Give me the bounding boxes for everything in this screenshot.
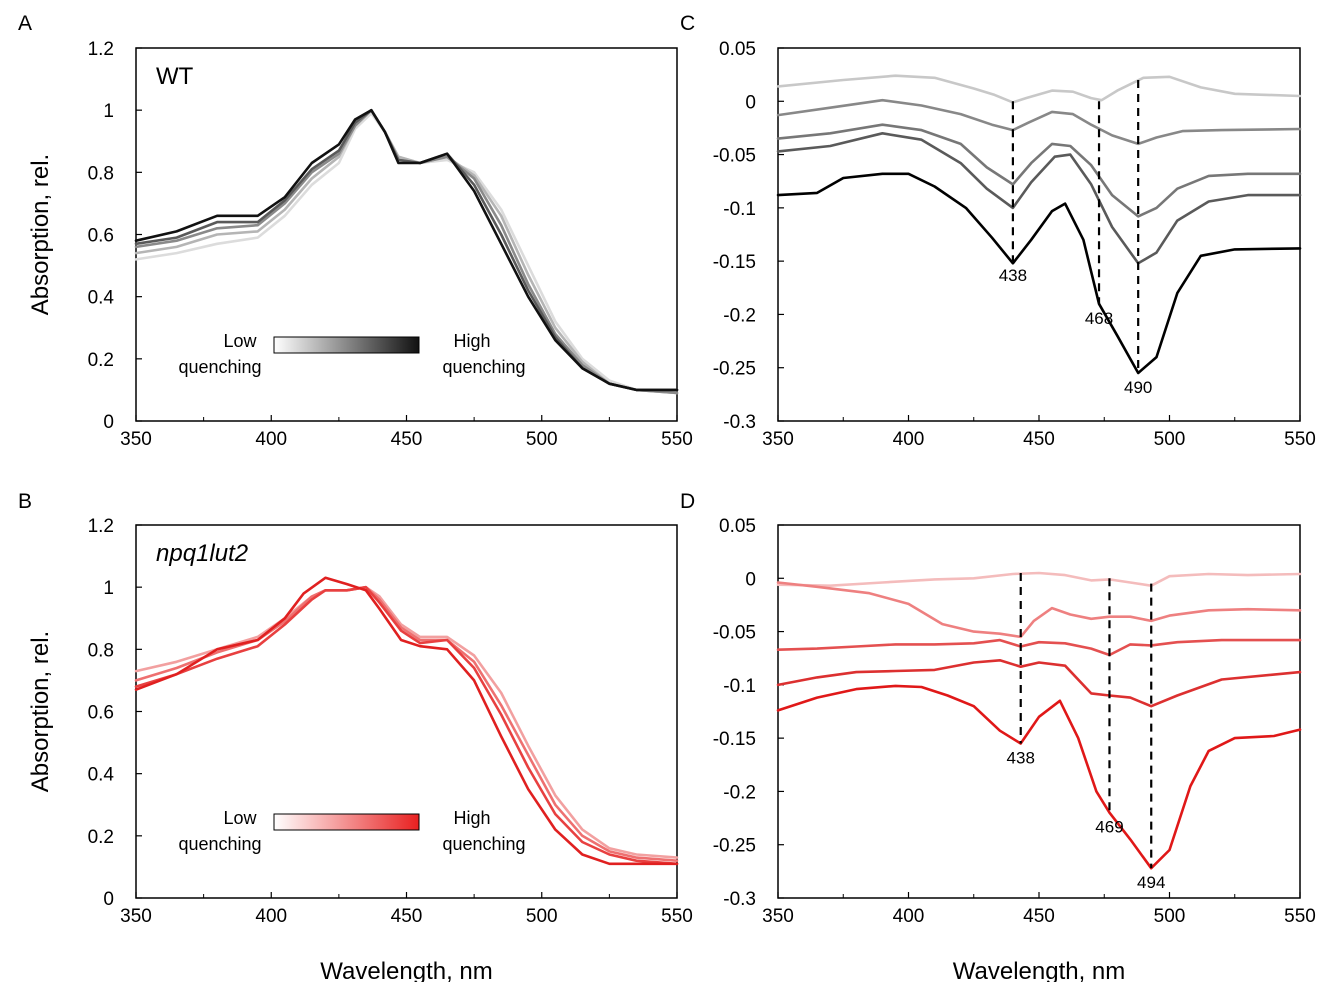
legend-low-label: Low (223, 808, 257, 828)
series-line (776, 659, 1302, 708)
y-tick-label: 0 (103, 412, 114, 433)
y-tick-label: -0.2 (723, 305, 756, 326)
legend-gradient-bar (273, 336, 420, 354)
y-tick-label: 0.4 (88, 288, 115, 309)
x-tick-label: 500 (526, 429, 558, 450)
y-tick-label: 0.6 (88, 226, 114, 247)
y-tick-label: -0.3 (723, 889, 756, 910)
y-tick-label: -0.1 (723, 676, 756, 697)
plot-frame (777, 524, 1301, 899)
x-tick-label: 400 (893, 429, 925, 450)
peak-label: 468 (1085, 309, 1113, 328)
x-tick-label: 550 (1284, 429, 1316, 450)
x-tick-label: 500 (1154, 906, 1186, 927)
panel-title: npq1lut2 (156, 540, 248, 567)
y-tick-label: 0.2 (88, 350, 114, 371)
x-tick-label: 550 (1284, 906, 1316, 927)
x-tick-label: 400 (255, 906, 287, 927)
y-tick-label: 0.6 (88, 703, 114, 724)
y-tick-label: -0.2 (723, 782, 756, 803)
panel-letter: A (18, 12, 32, 35)
x-tick-label: 350 (762, 429, 794, 450)
series-line (776, 172, 1302, 375)
y-tick-label: -0.1 (723, 199, 756, 220)
y-tick-label: -0.05 (713, 623, 756, 644)
peak-label: 438 (1007, 748, 1035, 767)
panel-letter: C (680, 12, 695, 35)
series-line (776, 638, 1302, 657)
y-tick-label: 1 (103, 578, 114, 599)
panel-title: WT (156, 63, 194, 90)
series-line (776, 684, 1302, 870)
series-line (776, 571, 1302, 587)
y-tick-label: 0.05 (719, 516, 756, 537)
x-axis-label: Wavelength, nm (953, 958, 1126, 982)
y-tick-label: 0 (103, 889, 114, 910)
series-line (134, 108, 679, 392)
panel-letter: B (18, 490, 32, 513)
x-tick-label: 350 (762, 906, 794, 927)
y-axis-label: Absorption, rel. (27, 154, 54, 315)
series-line (776, 98, 1302, 146)
legend-high-label: High (453, 808, 490, 828)
legend-gradient-bar (273, 813, 420, 831)
series-line (134, 585, 679, 859)
series-line (776, 132, 1302, 265)
y-tick-label: -0.25 (713, 836, 756, 857)
x-axis-label: Wavelength, nm (320, 958, 493, 982)
legend-low-label: quenching (178, 834, 261, 854)
y-tick-label: 1 (103, 101, 114, 122)
y-tick-label: -0.3 (723, 412, 756, 433)
legend-low-label: Low (223, 331, 257, 351)
series-line (134, 108, 679, 395)
panel-letter: D (680, 490, 695, 513)
panel-c: C 350 400 450 500 550 -0.3 -0.25 -0.2 -0.15 -0.1 -0… (680, 12, 1316, 450)
x-tick-label: 350 (120, 429, 152, 450)
series-line (134, 576, 679, 866)
peak-label: 438 (999, 266, 1027, 285)
series-line (776, 74, 1302, 104)
x-tick-label: 400 (255, 429, 287, 450)
x-tick-label: 500 (526, 906, 558, 927)
series-line (134, 585, 679, 866)
y-tick-label: 0.8 (88, 640, 114, 661)
peak-label: 494 (1137, 873, 1165, 892)
legend-high-label: High (453, 331, 490, 351)
panel-a: A 350 400 450 500 550 0 0.2 0.4 0.6 0.8 1 1.2 Absorpt… (18, 12, 693, 450)
panel-d: D 350 400 450 500 550 -0.3 -0.25 -0.2 -0.15 -0.1 -0… (680, 490, 1316, 982)
x-tick-label: 550 (661, 906, 693, 927)
y-tick-label: 0.4 (88, 765, 115, 786)
legend-high-label: quenching (442, 834, 525, 854)
x-tick-label: 450 (391, 429, 423, 450)
y-tick-label: 1.2 (88, 516, 114, 537)
legend-high-label: quenching (442, 357, 525, 377)
x-tick-label: 350 (120, 906, 152, 927)
y-tick-label: 1.2 (88, 39, 114, 60)
y-tick-label: 0.8 (88, 163, 114, 184)
x-tick-label: 400 (893, 906, 925, 927)
x-tick-label: 450 (1023, 906, 1055, 927)
x-tick-label: 500 (1154, 429, 1186, 450)
y-tick-label: -0.15 (713, 252, 756, 273)
series-line (776, 123, 1302, 218)
y-tick-label: -0.15 (713, 729, 756, 750)
y-axis-label: Absorption, rel. (27, 631, 54, 792)
x-tick-label: 450 (391, 906, 423, 927)
y-tick-label: 0.2 (88, 827, 114, 848)
y-tick-label: 0 (745, 569, 756, 590)
y-tick-label: -0.25 (713, 359, 756, 380)
series-line (776, 581, 1302, 639)
legend-low-label: quenching (178, 357, 261, 377)
peak-label: 469 (1095, 818, 1123, 837)
y-tick-label: 0 (745, 92, 756, 113)
panel-b: B 350 400 450 500 550 0 0.2 0.4 0.6 0.8 1 1.2 Absorpt… (18, 490, 693, 982)
y-tick-label: -0.05 (713, 146, 756, 167)
x-tick-label: 450 (1023, 429, 1055, 450)
peak-label: 490 (1124, 378, 1152, 397)
x-tick-label: 550 (661, 429, 693, 450)
y-tick-label: 0.05 (719, 39, 756, 60)
